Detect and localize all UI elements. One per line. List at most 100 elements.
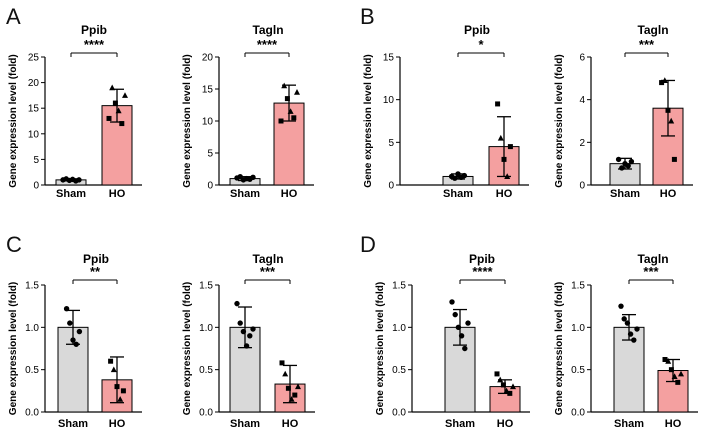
chart-title: Ppib — [464, 23, 490, 37]
y-tick-label: 0.5 — [199, 365, 213, 376]
data-point — [288, 396, 295, 402]
category-label-sham: Sham — [230, 188, 260, 200]
category-label-sham: Sham — [58, 418, 88, 430]
data-point — [497, 376, 504, 383]
chart-title: Tagln — [637, 252, 668, 266]
data-point — [495, 101, 501, 107]
category-label-sham: Sham — [443, 188, 473, 200]
y-tick-label: 5 — [33, 155, 39, 166]
data-point — [109, 84, 116, 91]
data-point — [615, 156, 622, 163]
y-tick-label: 0.5 — [571, 365, 585, 376]
data-point — [497, 134, 504, 141]
significance-label: ** — [90, 264, 101, 279]
y-tick-label: 0.0 — [392, 408, 406, 419]
data-point — [627, 331, 634, 337]
data-point — [458, 333, 465, 339]
significance-label: * — [478, 37, 484, 52]
bar-sham — [444, 326, 476, 413]
y-tick-label: 1.5 — [392, 281, 406, 292]
data-point — [462, 345, 468, 352]
bar-sham — [613, 326, 645, 413]
data-point — [631, 337, 637, 343]
significance-label: **** — [84, 37, 105, 52]
y-tick-label: 1.0 — [571, 323, 585, 334]
chart-title: Ppib — [469, 252, 495, 266]
chart-5: Ppib Gene expression level (fold) 0.0 0.5 1.… — [8, 252, 142, 430]
category-label-ho: HO — [109, 188, 126, 200]
data-point — [295, 383, 301, 390]
y-tick-label: 0 — [207, 181, 213, 192]
y-tick-label: 5 — [388, 138, 394, 149]
data-point — [659, 80, 665, 86]
data-point — [507, 390, 513, 396]
data-point — [250, 326, 256, 332]
category-label-ho: HO — [496, 188, 513, 200]
chart-3: Ppib Gene expression level (fold) 0 5 10 15 Sh… — [363, 23, 529, 200]
data-point — [110, 366, 117, 373]
y-axis-label: Gene expression level (fold) — [363, 54, 374, 187]
y-tick-label: 0.0 — [25, 408, 39, 419]
panel-letters: A B C D — [6, 4, 376, 257]
y-axis-label: Gene expression level (fold) — [182, 282, 193, 415]
category-label-sham: Sham — [610, 188, 640, 200]
category-label-ho: HO — [665, 418, 682, 430]
panel-letter-d: D — [360, 232, 376, 257]
data-point — [618, 303, 624, 309]
y-tick-label: 0.0 — [571, 408, 585, 419]
data-point — [282, 370, 289, 377]
data-point — [621, 316, 627, 322]
significance-label: *** — [643, 264, 659, 279]
y-tick-label: 0.5 — [25, 365, 39, 376]
data-point — [294, 89, 300, 95]
data-point — [500, 382, 506, 388]
data-point — [76, 177, 82, 183]
data-point — [661, 77, 668, 83]
data-point — [284, 96, 290, 102]
data-point — [662, 357, 668, 363]
data-point — [63, 306, 70, 312]
significance-label: **** — [472, 264, 493, 279]
data-point — [234, 300, 240, 307]
y-tick-label: 1.0 — [25, 323, 39, 334]
data-point — [247, 333, 253, 339]
chart-6: Tagln Gene expression level (fold) 0.0 0.5 1… — [182, 252, 315, 430]
chart-7: Ppib Gene expression level (fold) 0.0 0.5 1.… — [375, 252, 530, 430]
data-point — [675, 379, 681, 385]
data-point — [634, 326, 640, 332]
category-label-ho: HO — [660, 188, 677, 200]
y-axis-label: Gene expression level (fold) — [554, 282, 565, 415]
y-axis-label: Gene expression level (fold) — [375, 282, 386, 415]
category-label-ho: HO — [282, 418, 299, 430]
panel-letter-c: C — [6, 232, 22, 257]
data-point — [243, 343, 250, 349]
data-point — [112, 100, 118, 106]
data-point — [278, 118, 284, 124]
category-label-ho: HO — [497, 418, 514, 430]
y-tick-label: 1.5 — [571, 281, 585, 292]
data-point — [119, 121, 125, 127]
data-point — [671, 156, 677, 162]
data-point — [115, 107, 122, 114]
y-tick-label: 10 — [202, 117, 214, 128]
y-tick-label: 0.5 — [392, 365, 406, 376]
chart-title: Tagln — [252, 23, 283, 37]
data-point — [455, 324, 462, 331]
data-point — [449, 299, 455, 305]
y-tick-label: 20 — [202, 53, 214, 64]
data-point — [76, 328, 83, 335]
y-tick-label: 15 — [202, 85, 214, 96]
data-point — [281, 82, 288, 89]
category-label-sham: Sham — [614, 418, 644, 430]
data-point — [624, 320, 631, 326]
data-point — [452, 311, 458, 318]
data-point — [292, 392, 298, 398]
data-point — [73, 341, 79, 347]
data-point — [67, 320, 73, 326]
significance-label: *** — [260, 264, 276, 279]
data-point — [504, 173, 511, 179]
data-point — [668, 117, 675, 124]
data-point — [510, 383, 516, 390]
category-label-sham: Sham — [56, 188, 86, 200]
chart-4: Tagln Gene expression level (fold) 0 2 4 6 Sha… — [554, 23, 693, 200]
